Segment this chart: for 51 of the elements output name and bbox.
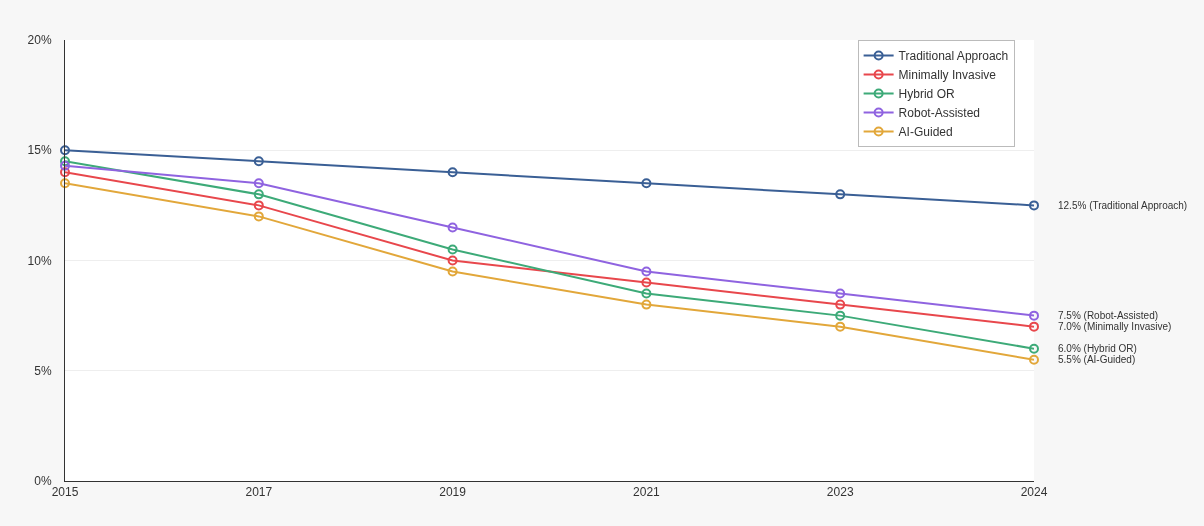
y-tick-label: 10% <box>27 253 52 268</box>
point <box>835 310 846 321</box>
point <box>253 178 264 189</box>
point <box>641 266 652 277</box>
point <box>641 277 652 288</box>
y-tick-label: 5% <box>34 363 52 378</box>
x-tick-label: 2017 <box>245 485 273 500</box>
point <box>253 156 264 167</box>
point <box>641 288 652 299</box>
annotation: 7.5% (Robot-Assisted) <box>1058 310 1159 321</box>
point <box>253 200 264 211</box>
legend-label: Robot-Assisted <box>898 106 980 121</box>
point <box>1029 343 1039 354</box>
point <box>835 189 846 200</box>
annotation: 5.5% (AI-Guided) <box>1058 354 1136 365</box>
y-tick-label: 0% <box>34 474 52 489</box>
point <box>253 211 264 222</box>
x-tick-label: 2019 <box>439 485 467 500</box>
point <box>1029 200 1039 211</box>
point <box>641 299 652 310</box>
x-tick-label: 2021 <box>633 485 661 500</box>
point <box>60 156 70 167</box>
point <box>447 266 458 277</box>
point <box>253 189 264 200</box>
point <box>835 288 846 299</box>
point <box>60 167 70 178</box>
annotation: 12.5% (Traditional Approach) <box>1058 200 1188 211</box>
point <box>60 178 70 189</box>
point <box>447 244 458 255</box>
point <box>1029 321 1039 332</box>
annotation: 6.0% (Hybrid OR) <box>1058 343 1137 354</box>
y-tick-label: 20% <box>27 33 52 48</box>
legend-label: Minimally Invasive <box>898 68 997 83</box>
point <box>641 178 652 189</box>
point <box>1029 310 1039 321</box>
point <box>835 321 846 332</box>
x-tick-label: 2015 <box>51 485 79 500</box>
annotation: 7.0% (Minimally Invasive) <box>1058 321 1172 332</box>
point <box>447 255 458 266</box>
point <box>1029 354 1039 365</box>
legend-label: Hybrid OR <box>898 87 955 102</box>
x-tick-label: 2023 <box>826 485 854 500</box>
point <box>60 145 70 156</box>
x-tick-label: 2024 <box>1020 485 1048 500</box>
legend-label: AI-Guided <box>898 125 953 140</box>
y-tick-label: 15% <box>27 143 52 158</box>
point <box>447 167 458 178</box>
point <box>835 299 846 310</box>
point <box>60 160 70 171</box>
legend-label: Traditional Approach <box>898 49 1009 64</box>
point <box>447 222 458 233</box>
